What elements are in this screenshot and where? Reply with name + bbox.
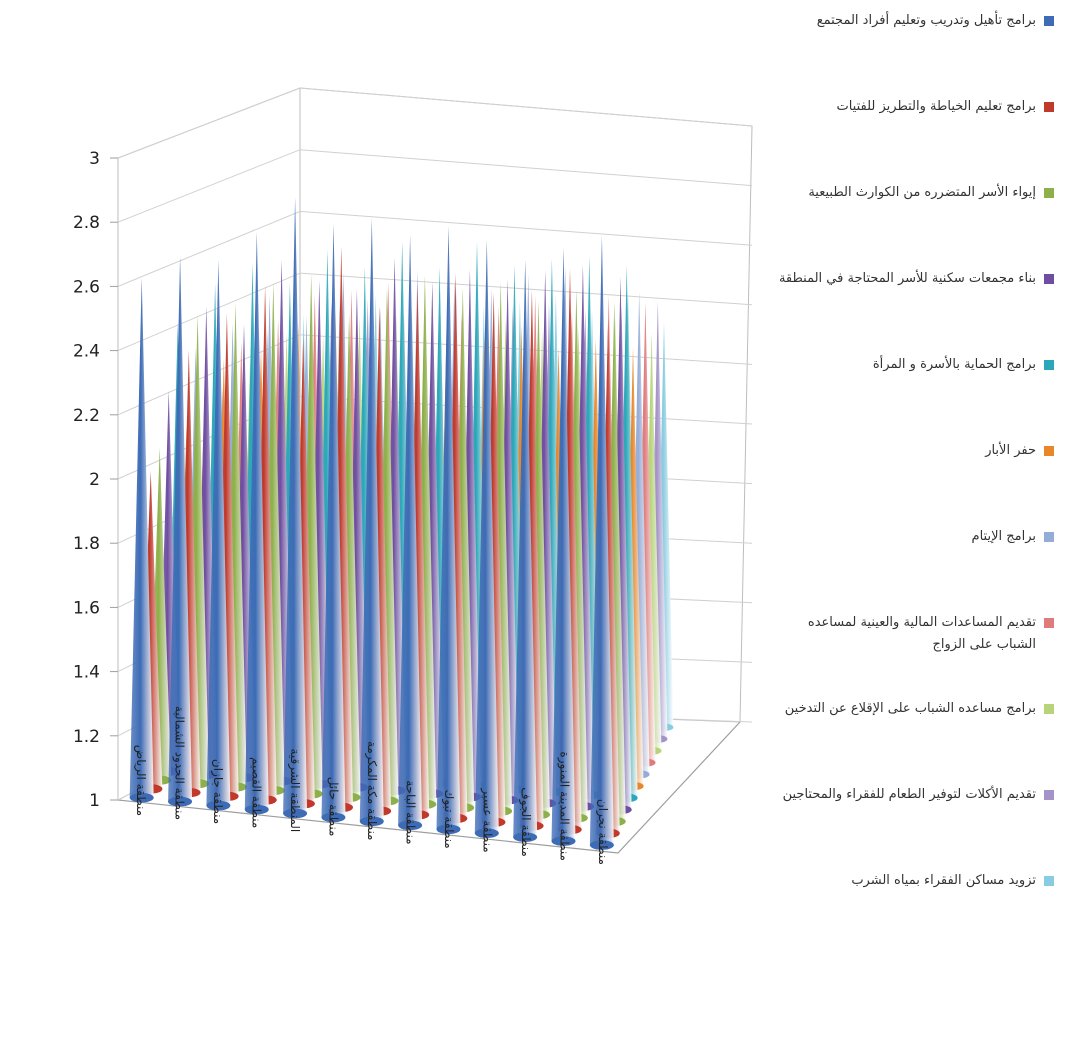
floor-edge bbox=[117, 721, 741, 854]
cone-base bbox=[589, 840, 614, 850]
cone-base bbox=[168, 796, 193, 807]
legend-swatch bbox=[1044, 618, 1054, 628]
legend-swatch bbox=[1044, 274, 1054, 284]
legend-swatch bbox=[1044, 532, 1054, 542]
x-tick-label: منطقة المدينة المنورة bbox=[556, 751, 571, 860]
cone-mark bbox=[513, 259, 538, 838]
legend-label: إيواء الأسر المتضرره من الكوارث الطبيعية bbox=[808, 185, 1036, 200]
legend-swatch bbox=[1044, 704, 1054, 714]
y-tick-label: 1 bbox=[89, 791, 100, 811]
y-tick-label: 1.6 bbox=[73, 598, 100, 618]
legend-label: بناء مجمعات سكنية للأسر المحتاجة في المن… bbox=[778, 271, 1036, 286]
cone-base bbox=[474, 828, 499, 839]
x-tick-label: منطقة تبوك bbox=[441, 789, 456, 848]
legend-label: حفر الأبار bbox=[985, 443, 1036, 458]
legend-swatch bbox=[1044, 188, 1054, 198]
x-tick-label: منطقة نجران bbox=[595, 799, 610, 865]
cone-mark bbox=[398, 234, 423, 826]
legend-swatch bbox=[1044, 16, 1054, 26]
gridline bbox=[117, 272, 753, 352]
y-tick-label: 3 bbox=[89, 149, 100, 169]
cone-mark bbox=[589, 235, 614, 846]
cone-base bbox=[283, 808, 308, 819]
x-tick-label: منطقة القصيم bbox=[250, 757, 264, 828]
cone-mark bbox=[321, 223, 346, 818]
gridline bbox=[117, 87, 753, 159]
cone-base bbox=[321, 812, 346, 823]
x-tick-label: منطقة الحدود الشمالية bbox=[172, 706, 187, 820]
cone-base bbox=[206, 800, 231, 811]
cone-base bbox=[551, 836, 576, 846]
cone-mark bbox=[129, 277, 154, 798]
cone-mark bbox=[244, 231, 269, 810]
y-tick-label: 2.2 bbox=[73, 406, 100, 426]
gridline bbox=[117, 149, 753, 223]
legend-label: برامج مساعده الشباب على الإقلاع عن التدخ… bbox=[784, 701, 1036, 716]
cone-base bbox=[244, 804, 269, 815]
x-tick-label: منطقة جازان bbox=[210, 759, 225, 824]
cone-mark bbox=[168, 255, 193, 802]
cone-base bbox=[359, 816, 384, 827]
cone-base bbox=[436, 824, 461, 835]
legend-label: برامج تأهيل وتدريب وتعليم أفراد المجتمع bbox=[816, 13, 1036, 28]
y-tick-label: 1.8 bbox=[73, 534, 100, 554]
legend-swatch bbox=[1044, 790, 1054, 800]
y-tick-label: 1.4 bbox=[73, 663, 100, 683]
cone-mark bbox=[474, 239, 499, 834]
y-tick-label: 2 bbox=[89, 470, 100, 490]
y-tick-label: 1.2 bbox=[73, 727, 100, 747]
x-tick-label: منطقة مكة المكرمة bbox=[364, 741, 379, 841]
x-tick-label: منطقة حائل bbox=[326, 777, 340, 837]
x-tick-label: المنطقة الشرقية bbox=[287, 748, 302, 832]
cone-base bbox=[513, 832, 538, 842]
cone-mark bbox=[436, 225, 461, 830]
legend-label: برامج الإيتام bbox=[971, 529, 1036, 544]
legend-label: برامج تعليم الخياطة والتطريز للفتيات bbox=[836, 99, 1036, 114]
legend-swatch bbox=[1044, 446, 1054, 456]
legend-label: تقديم الأكلات لتوفير الطعام للفقراء والم… bbox=[782, 787, 1036, 802]
x-tick-label: منطقة الرياض bbox=[133, 745, 148, 816]
cone-mark bbox=[551, 247, 576, 842]
x-tick-label: منطقة الباحة bbox=[404, 780, 418, 844]
legend-swatch bbox=[1044, 102, 1054, 112]
legend-swatch bbox=[1044, 876, 1054, 886]
y-tick-label: 2.8 bbox=[73, 213, 100, 233]
legend-label: برامج الحماية بالأسرة و المرأة bbox=[872, 357, 1036, 372]
y-tick-label: 2.4 bbox=[73, 342, 100, 362]
gridline bbox=[117, 210, 753, 287]
cone-mark bbox=[283, 197, 308, 814]
legend-label: تزويد مساكن الفقراء بمياه الشرب bbox=[851, 873, 1036, 888]
y-tick-label: 2.6 bbox=[73, 277, 100, 297]
cone-base bbox=[129, 792, 154, 803]
legend-label: تقديم المساعدات المالية والعينية لمساعده… bbox=[807, 615, 1036, 652]
x-tick-label: منطقة عسير bbox=[479, 787, 494, 852]
cone-mark bbox=[359, 217, 384, 822]
x-tick-label: منطقة الجوف bbox=[518, 787, 533, 857]
cone-mark bbox=[206, 259, 231, 806]
cone-base bbox=[398, 820, 423, 831]
legend-swatch bbox=[1044, 360, 1054, 370]
